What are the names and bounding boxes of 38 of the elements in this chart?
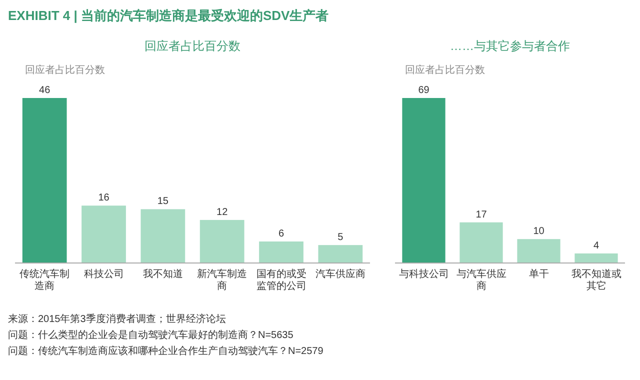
data-label: 4 <box>593 240 600 252</box>
x-tick-label: 我不知道或其它 <box>571 268 622 292</box>
y-axis-title: 回应者占比百分数 <box>144 39 240 53</box>
bar <box>82 206 126 263</box>
bar <box>200 220 244 263</box>
data-label: 15 <box>157 196 169 208</box>
data-label: 17 <box>476 209 488 220</box>
x-tick-label: 新汽车制造商 <box>197 268 248 292</box>
chart-subtitle: ……与其它参与者合作 <box>450 39 570 53</box>
bar <box>22 98 67 263</box>
text: 问题：什么类型的企业会是自动驾驶汽车最好的制造商？N=5635 <box>8 329 294 341</box>
x-tick-label: 国有的或受监管的公司 <box>256 268 306 292</box>
x-tick-label: 与汽车供应商 <box>456 268 506 292</box>
x-tick-label: 汽车供应商 <box>315 268 366 280</box>
x-tick-label: 单干 <box>528 268 549 280</box>
text: 问题：传统汽车制造商应该和哪种企业合作生产自动驾驶汽车？N=2579 <box>8 345 324 357</box>
data-label: 12 <box>216 206 228 218</box>
chart-title: EXHIBIT 4 | 当前的汽车制造商是最受欢迎的SDV生产者 <box>8 8 329 23</box>
data-label: 16 <box>98 192 110 204</box>
data-label: 10 <box>533 226 545 238</box>
bar <box>460 222 503 263</box>
y-axis-title: 回应者占比百分数 <box>405 64 485 76</box>
data-label: 5 <box>338 232 344 244</box>
x-tick-label: 科技公司 <box>84 268 124 280</box>
chart-subtitle: 回应者占比百分数 <box>25 64 105 76</box>
x-tick-label: 传统汽车制造商 <box>20 268 70 292</box>
data-label: 6 <box>278 228 284 240</box>
bar <box>318 245 363 263</box>
data-label: 69 <box>418 85 430 96</box>
bar <box>259 241 304 263</box>
bar <box>402 98 446 263</box>
bar <box>574 253 618 263</box>
x-tick-label: 与科技公司 <box>398 268 449 280</box>
bar <box>517 239 560 263</box>
source-note: 来源：2015年第3季度消费者调查；世界经济论坛 <box>8 313 226 325</box>
data-label: 46 <box>39 85 51 96</box>
bar <box>140 209 186 263</box>
x-tick-label: 我不知道 <box>142 268 183 280</box>
